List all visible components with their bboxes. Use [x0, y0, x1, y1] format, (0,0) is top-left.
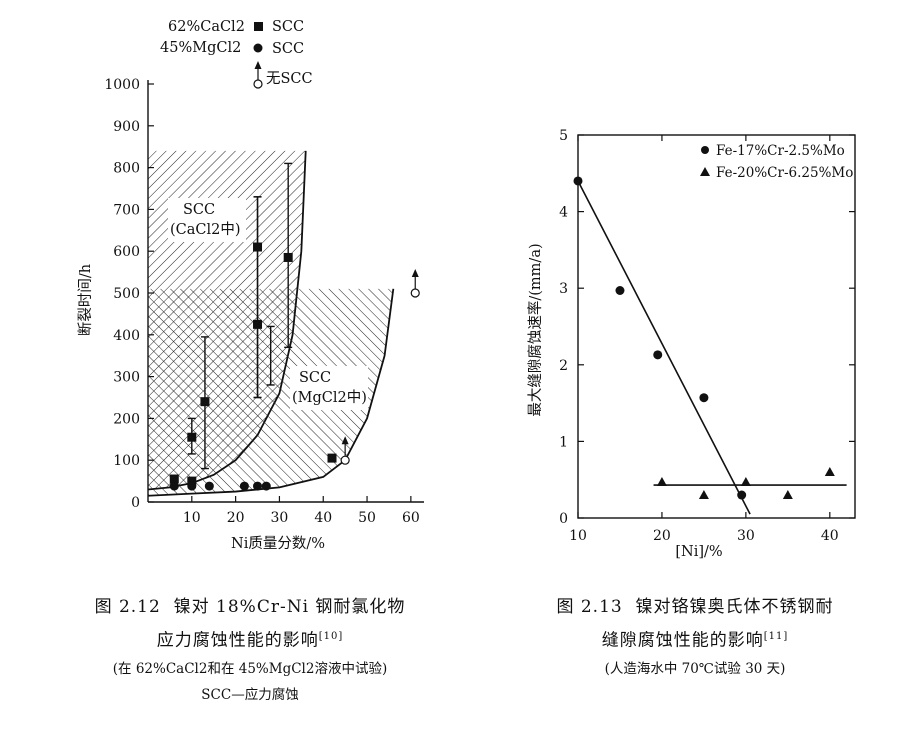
fig13-y-tick-label: 2 — [559, 358, 568, 374]
fig12-point-mgcl2 — [261, 481, 271, 491]
fig13-legend-circle-marker — [701, 146, 709, 154]
fig13-caption-title: 镍对铬镍奥氏体不锈钢耐 — [635, 597, 834, 617]
fig12-x-tick-label: 60 — [402, 510, 420, 526]
fig13-point-triangle — [740, 476, 751, 486]
fig13-caption-ref: [11] — [763, 631, 789, 642]
no-scc-circle — [410, 288, 420, 298]
fig13-chart: 0 1 2 3 4 5 10 20 30 40 Fe-17%Cr-2.5%Mo Fe-20%Cr-… — [526, 128, 856, 560]
fig12-y-tick-label: 800 — [113, 161, 140, 177]
fig13-y-axis-label: 最大缝隙腐蚀速率/(mm/a) — [526, 243, 544, 416]
fig12-chart: 0 100 200 300 400 500 600 700 800 900 1000 10 20 30 40… — [77, 19, 424, 552]
fig12-caption-title: 镍对 18%Cr-Ni 钢耐氯化物 — [173, 597, 406, 617]
fig13-point-circle — [615, 285, 625, 295]
fig12-x-tick-label: 40 — [314, 510, 332, 526]
fig13-caption: 图 2.13 镍对铬镍奥氏体不锈钢耐 缝隙腐蚀性能的影响[11] (人造海水中 … — [495, 592, 895, 682]
fig13-point-circle — [653, 350, 663, 360]
fig13-point-triangle — [698, 490, 709, 500]
fig13-point-triangle — [656, 476, 667, 486]
fig12-y-tick-label: 500 — [113, 286, 140, 302]
fig13-y-tick-label: 4 — [559, 205, 568, 221]
region-cacl2-title: SCC — [183, 202, 215, 218]
fig12-point-no-scc — [410, 269, 420, 298]
fig13-y-tick-label: 5 — [559, 128, 568, 144]
fig12-x-tick-label: 50 — [358, 510, 376, 526]
fig13-y-tick-label: 1 — [559, 434, 568, 450]
fig12-point-mgcl2 — [253, 481, 263, 491]
fig12-legend-label-3: 无SCC — [266, 71, 313, 87]
fig12-y-tick-label: 400 — [113, 328, 140, 344]
fig12-point-no-scc — [340, 436, 350, 465]
no-scc-circle — [340, 455, 350, 465]
fig12-caption-note: (在 62%CaCl2和在 45%MgCl2溶液中试验) — [112, 660, 388, 677]
region-mgcl2-title: SCC — [299, 370, 331, 386]
fig12-point-cacl2 — [187, 432, 197, 442]
fig12-y-tick-label: 200 — [113, 411, 140, 427]
fig12-y-tick-label: 0 — [131, 495, 140, 511]
fig13-y-tick-label: 0 — [559, 511, 568, 527]
region-cacl2-subtitle: (CaCl2中) — [170, 221, 241, 238]
fig12-y-tick-label: 100 — [113, 453, 140, 469]
fig12-caption-footnote: SCC—应力腐蚀 — [201, 686, 299, 703]
fig13-point-circle — [737, 490, 747, 500]
fig12-caption-title2: 应力腐蚀性能的影响 — [156, 630, 319, 651]
no-scc-arrow-head — [341, 436, 349, 445]
fig13-point-triangle — [824, 467, 835, 477]
fig12-point-mgcl2 — [187, 481, 197, 491]
fig12-x-tick-label: 20 — [227, 510, 245, 526]
no-scc-arrow-head — [411, 269, 419, 277]
fig12-caption: 图 2.12 镍对 18%Cr-Ni 钢耐氯化物 应力腐蚀性能的影响[10] (… — [40, 592, 460, 708]
fig13-y-tick-label: 3 — [559, 281, 568, 297]
fig13-legend-label-2: Fe-20%Cr-6.25%Mo — [716, 165, 853, 181]
fig13-legend-triangle-marker — [700, 167, 710, 176]
scc-boundary-2 — [147, 288, 395, 497]
fig12-point-mgcl2 — [169, 481, 179, 491]
fig13-x-tick-label: 30 — [737, 528, 755, 544]
fig13-x-tick-label: 10 — [569, 528, 587, 544]
fig12-legend-nocc-marker — [253, 61, 263, 89]
fig13-point-triangle — [782, 490, 793, 500]
scc-region-2 — [148, 288, 394, 496]
fig12-caption-number: 图 2.12 — [94, 597, 161, 617]
fig12-legend-label-2: SCC — [272, 41, 304, 57]
fig12-y-tick-label: 900 — [113, 119, 140, 135]
fig12-legend-solution-2: 45%MgCl2 — [160, 40, 241, 56]
fig13-x-tick-label: 40 — [821, 528, 839, 544]
fig12-caption-ref: [10] — [318, 631, 344, 642]
fig12-point-cacl2 — [253, 319, 263, 329]
fig12-point-cacl2 — [200, 397, 210, 407]
fig13-caption-title2: 缝隙腐蚀性能的影响 — [601, 630, 764, 651]
fig12-point-mgcl2 — [204, 481, 214, 491]
fig12-y-tick-label: 600 — [113, 244, 140, 260]
fig13-x-axis-label: [Ni]/% — [675, 544, 722, 560]
fig13-fit-line-1 — [577, 180, 751, 515]
fig12-point-cacl2 — [169, 474, 179, 484]
fig12-y-tick-label: 300 — [113, 370, 140, 386]
fig12-point-cacl2 — [327, 453, 337, 463]
fig12-point-cacl2 — [283, 252, 293, 262]
fig12-legend-label-1: SCC — [272, 19, 304, 35]
fig12-x-tick-label: 30 — [271, 510, 289, 526]
fig13-caption-note: (人造海水中 70℃试验 30 天) — [604, 660, 786, 677]
fig12-x-tick-label: 10 — [183, 510, 201, 526]
fig13-plot-frame — [577, 134, 856, 519]
fig12-x-axis-label: Ni质量分数/% — [231, 535, 325, 552]
fig12-y-tick-label: 700 — [113, 202, 140, 218]
fig12-legend-circle-marker — [253, 43, 263, 53]
fig12-point-cacl2 — [187, 476, 197, 486]
fig12-point-cacl2 — [253, 242, 263, 252]
fig12-legend-square-marker — [254, 22, 263, 31]
fig13-legend-label-1: Fe-17%Cr-2.5%Mo — [716, 143, 845, 159]
region-mgcl2-subtitle: (MgCl2中) — [292, 389, 367, 406]
fig13-point-circle — [699, 393, 709, 403]
fig12-legend-solution-1: 62%CaCl2 — [168, 19, 245, 35]
fig12-y-axis-label: 断裂时间/h — [77, 264, 94, 336]
fig12-y-tick-label: 1000 — [104, 77, 140, 93]
fig13-caption-number: 图 2.13 — [556, 597, 623, 617]
fig12-point-mgcl2 — [239, 481, 249, 491]
fig13-x-tick-label: 20 — [653, 528, 671, 544]
fig13-point-circle — [573, 176, 583, 186]
